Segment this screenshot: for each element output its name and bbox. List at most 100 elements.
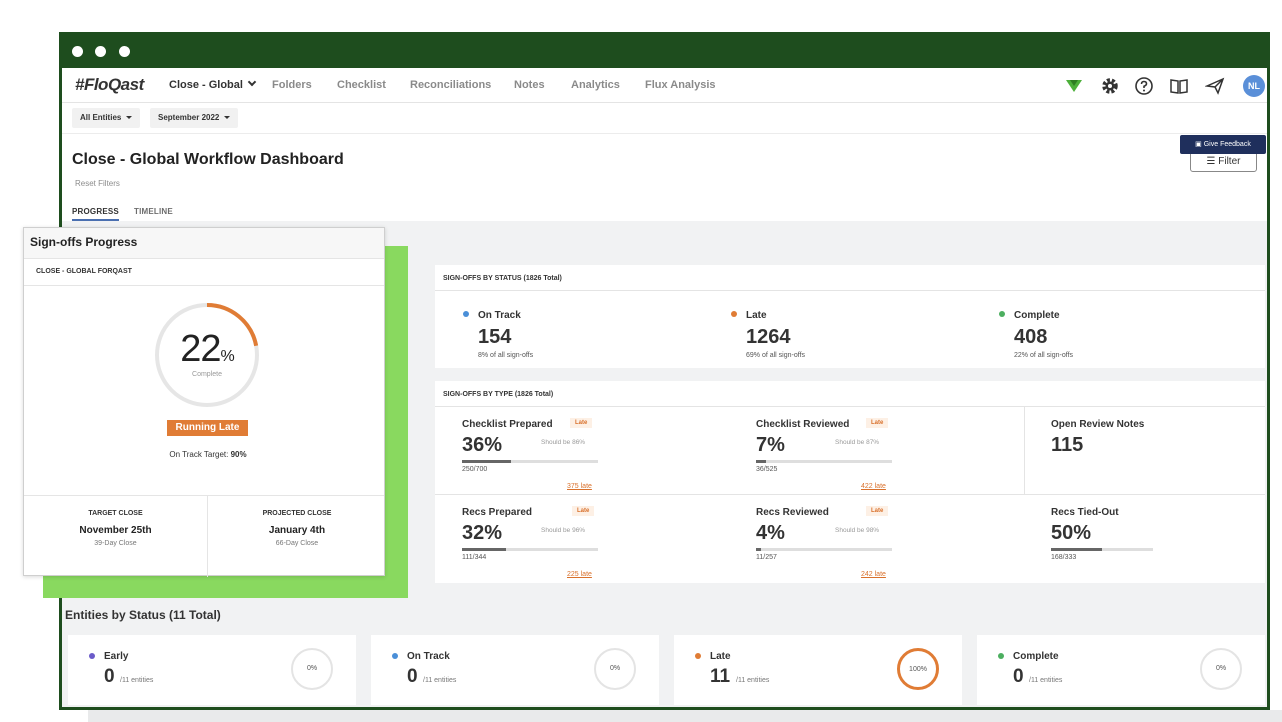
signoffs-by-status-label: SIGN-OFFS BY STATUS (1826 Total): [443, 275, 562, 282]
floqast-fq-icon[interactable]: [1064, 76, 1084, 96]
completion-number: 22: [180, 328, 221, 370]
status-dot: [695, 653, 701, 659]
top-nav: #FloQast Close - Global Folders Checklis…: [62, 68, 1267, 103]
nav-item-checklist[interactable]: Checklist: [337, 79, 386, 91]
close-menu[interactable]: Close - Global: [169, 77, 257, 91]
projected-close-days: 66-Day Close: [275, 540, 319, 547]
user-avatar[interactable]: NL: [1243, 75, 1265, 97]
entity-card-on-track[interactable]: On Track 0 /11 entities 0%: [371, 635, 659, 705]
status-name: On Track: [478, 310, 521, 321]
entity-card-complete[interactable]: Complete 0 /11 entities 0%: [977, 635, 1265, 705]
entity-subtext: /11 entities: [1029, 677, 1063, 684]
filter-bar: All Entities September 2022: [62, 103, 1267, 133]
late-count-link[interactable]: 375 late: [567, 483, 592, 490]
entity-card-late[interactable]: Late 11 /11 entities 100%: [674, 635, 962, 705]
type-recs-reviewed: Recs Reviewed Late 4% Should be 98% 11/2…: [756, 506, 956, 578]
status-dot: [731, 311, 737, 317]
divider: [24, 285, 384, 286]
late-count-link[interactable]: 422 late: [861, 483, 886, 490]
status-late: Late 1264 69% of all sign-offs: [731, 305, 805, 359]
nav-item-analytics[interactable]: Analytics: [571, 79, 620, 91]
nav-item-flux-analysis[interactable]: Flux Analysis: [645, 79, 716, 91]
type-name: Recs Prepared: [462, 507, 533, 518]
reset-filters-link[interactable]: Reset Filters: [75, 179, 120, 188]
progress-bar: [756, 548, 892, 551]
entity-status-name: Late: [710, 651, 731, 662]
target-close-label: TARGET CLOSE: [88, 510, 143, 517]
type-checklist-reviewed: Checklist Reviewed Late 7% Should be 87%…: [756, 418, 956, 490]
tab-progress[interactable]: PROGRESS: [72, 207, 119, 221]
card-title: Sign-offs Progress: [30, 235, 138, 249]
entity-status-name: Early: [104, 651, 129, 662]
entity-card-early[interactable]: Early 0 /11 entities 0%: [68, 635, 356, 705]
entity-count: 11: [710, 666, 731, 687]
caret-down-icon: [126, 116, 133, 119]
send-icon[interactable]: [1205, 76, 1225, 96]
type-percent: 50%: [1051, 522, 1092, 544]
chevron-down-icon: [247, 77, 257, 87]
type-percent: 4%: [756, 522, 785, 544]
filter-button-label: Filter: [1218, 156, 1241, 167]
late-badge: Late: [572, 506, 595, 516]
entity-count: 0: [407, 666, 418, 687]
late-count-link[interactable]: 225 late: [567, 571, 592, 578]
give-feedback-button[interactable]: ▣ Give Feedback: [1180, 135, 1266, 154]
projected-close-label: PROJECTED CLOSE: [262, 510, 332, 517]
type-open-review-notes: Open Review Notes 115: [1051, 419, 1251, 457]
window-dot[interactable]: [72, 46, 83, 57]
progress-fill: [756, 460, 766, 463]
floqast-logo[interactable]: #FloQast: [75, 75, 144, 94]
projected-close: PROJECTED CLOSE January 4th 66-Day Close: [208, 510, 386, 547]
should-be-text: Should be 96%: [541, 527, 586, 534]
progress-fill: [462, 460, 511, 463]
signoffs-by-status-panel: SIGN-OFFS BY STATUS (1826 Total) On Trac…: [435, 265, 1265, 368]
give-feedback-label: Give Feedback: [1203, 141, 1251, 148]
target-close-date: November 25th: [79, 525, 152, 536]
type-name: Recs Tied-Out: [1051, 507, 1119, 518]
tab-timeline[interactable]: TIMELINE: [134, 207, 173, 216]
help-icon[interactable]: [1134, 76, 1154, 96]
nav-item-notes[interactable]: Notes: [514, 79, 545, 91]
should-be-text: Should be 98%: [835, 527, 880, 534]
target-close-days: 39-Day Close: [94, 540, 137, 547]
type-percent: 32%: [462, 522, 503, 544]
entity-ring: 0%: [291, 648, 333, 690]
book-icon[interactable]: [1169, 76, 1189, 96]
type-fraction: 168/333: [1051, 554, 1077, 561]
window-dot[interactable]: [95, 46, 106, 57]
progress-fill: [756, 548, 762, 551]
entity-count: 0: [1013, 666, 1024, 687]
filter-button[interactable]: ☰ Filter: [1190, 151, 1257, 172]
late-badge: Late: [866, 418, 889, 428]
late-count-link[interactable]: 242 late: [861, 571, 886, 578]
status-dot: [392, 653, 398, 659]
entity-subtext: /11 entities: [736, 677, 770, 684]
type-value: 115: [1051, 434, 1084, 456]
progress-bar: [1051, 548, 1153, 551]
app-window: #FloQast Close - Global Folders Checklis…: [59, 32, 1270, 710]
should-be-text: Should be 86%: [541, 439, 586, 446]
page-shadow: [88, 710, 1282, 722]
nav-item-folders[interactable]: Folders: [272, 79, 312, 91]
entities-dropdown[interactable]: All Entities: [72, 108, 141, 128]
type-fraction: 36/525: [756, 466, 778, 473]
type-name: Recs Reviewed: [756, 507, 829, 518]
period-dropdown[interactable]: September 2022: [150, 108, 239, 128]
window-dot[interactable]: [119, 46, 130, 57]
type-recs-tied-out: Recs Tied-Out 50% 168/333: [1051, 507, 1251, 561]
completion-sign: %: [220, 348, 235, 365]
feedback-icon: ▣: [1195, 141, 1202, 148]
divider: [435, 494, 1265, 495]
status-complete: Complete 408 22% of all sign-offs: [999, 305, 1073, 359]
type-name: Open Review Notes: [1051, 419, 1145, 430]
gear-icon[interactable]: [1100, 76, 1120, 96]
entities-title: Entities by Status (11 Total): [65, 608, 221, 622]
signoffs-by-type-panel: SIGN-OFFS BY TYPE (1826 Total) Checklist…: [435, 381, 1265, 583]
nav-item-reconciliations[interactable]: Reconciliations: [410, 79, 492, 91]
status-dot: [463, 311, 469, 317]
late-badge: Late: [866, 506, 889, 516]
target-close: TARGET CLOSE November 25th 39-Day Close: [24, 510, 207, 547]
entity-ring: 0%: [594, 648, 636, 690]
on-track-target: On Track Target: 90%: [104, 450, 312, 459]
progress-bar: [462, 548, 598, 551]
